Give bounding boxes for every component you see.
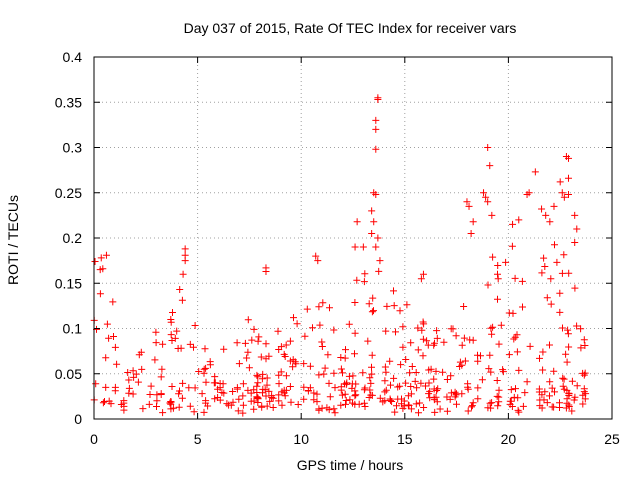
y-tick-label: 0.2 [63,230,83,246]
data-point [467,229,475,237]
x-tick-label: 5 [194,431,202,447]
scatter-cloud [90,241,590,417]
data-point [546,218,554,226]
data-point [376,257,384,265]
grid-lines [94,57,612,419]
data-point [484,144,492,151]
data-point [372,243,380,251]
x-tick-label: 25 [604,431,620,447]
axis-ticks [93,56,613,420]
data-point [482,193,490,201]
data-point [97,254,105,262]
data-point [484,198,492,206]
data-points [90,94,590,417]
data-point [469,218,477,226]
data-point [571,211,579,219]
data-point [181,257,189,265]
data-point [509,220,517,228]
y-axis-label: ROTI / TECUs [5,195,21,285]
data-point [571,239,579,247]
data-point [351,243,359,251]
data-point [312,252,320,260]
y-tick-label: 0.3 [63,140,83,156]
data-point [564,174,572,182]
data-point [368,229,376,237]
data-point [560,193,568,201]
y-tick-label: 0.05 [55,366,82,382]
data-point [525,189,533,197]
data-point [538,205,546,213]
data-point [372,191,380,199]
data-point [374,96,382,104]
data-point [372,125,380,133]
data-point [372,116,380,124]
data-point [531,168,539,176]
data-point [465,202,473,210]
data-point [564,154,572,162]
x-tick-label: 15 [397,431,413,447]
y-tick-label: 0 [74,411,82,427]
y-tick-label: 0.4 [63,49,83,65]
data-point [181,245,189,253]
data-point [463,198,471,206]
y-tick-label: 0.25 [55,185,82,201]
data-point [314,257,322,265]
y-tick-label: 0.35 [55,94,82,110]
data-point [372,145,380,153]
chart-title: Day 037 of 2015, Rate Of TEC Index for r… [184,20,517,36]
data-point [550,202,558,210]
data-point [96,266,104,274]
y-tick-labels: 0 0.05 0.1 0.15 0.2 0.25 0.3 0.35 0.4 [55,49,82,427]
data-point [515,216,523,224]
data-point [179,270,187,278]
y-tick-label: 0.15 [55,275,82,291]
data-point [91,258,99,266]
x-tick-label: 20 [501,431,517,447]
data-point [564,191,572,199]
data-point [558,189,566,197]
data-point [573,225,581,233]
y-tick-label: 0.1 [63,321,83,337]
x-tick-label: 10 [293,431,309,447]
x-tick-label: 0 [90,431,98,447]
x-axis-label: GPS time / hours [297,457,404,473]
data-point [486,162,494,170]
data-point [542,211,550,219]
data-point [353,218,361,226]
data-point [368,207,376,215]
data-point [359,243,367,251]
data-point [417,275,425,283]
data-point [102,251,110,259]
data-point [374,234,382,242]
data-point [488,211,496,219]
data-point [370,218,378,226]
data-point [480,189,488,197]
data-point [419,270,427,278]
data-point [556,178,564,186]
data-point [262,267,270,275]
x-tick-labels: 0 5 10 15 20 25 [90,431,620,447]
